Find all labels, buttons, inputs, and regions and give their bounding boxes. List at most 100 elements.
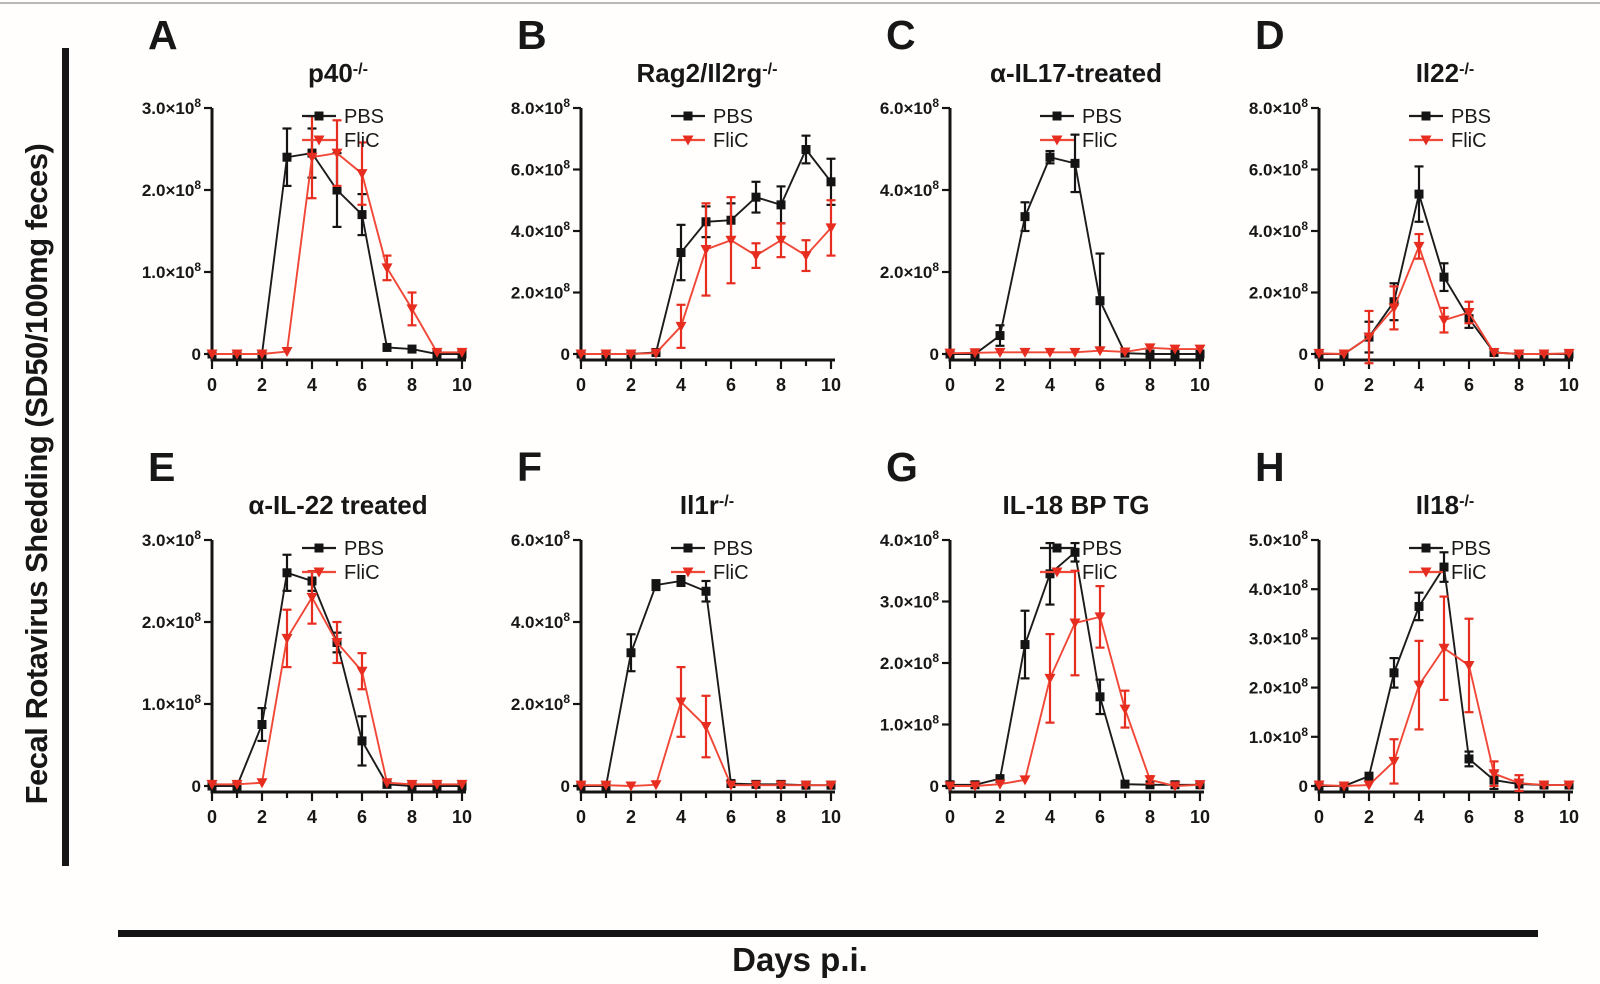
flic-marker	[944, 348, 956, 359]
panel-title-superscript: -/-	[762, 60, 778, 79]
pbs-line	[212, 571, 462, 787]
legend-label: FliC	[713, 130, 749, 152]
pbs-marker	[1145, 349, 1155, 359]
shared-y-axis-bar	[62, 48, 69, 866]
legend-label: PBS	[1082, 106, 1122, 128]
panel-title: Il1r-/-	[577, 490, 837, 522]
flic-marker	[1363, 780, 1375, 791]
x-tick-label: 0	[1314, 375, 1324, 395]
pbs-marker	[407, 344, 417, 354]
axis-spines	[579, 540, 835, 794]
panel-title: α-IL17-treated	[946, 58, 1206, 90]
x-tick-label: 10	[821, 375, 841, 395]
flic-marker	[575, 780, 587, 791]
x-tick-label: 8	[1514, 807, 1524, 827]
panel-H: H Il18-/- 0 1.0×108 2.0×108 3.0×108 4.0×108 5…	[1219, 444, 1588, 848]
flic-marker	[1119, 704, 1131, 715]
x-tick-label: 0	[207, 807, 217, 827]
legend-square-marker-icon	[314, 543, 324, 553]
x-tick-label: 8	[1514, 375, 1524, 395]
pbs-marker	[676, 576, 686, 586]
flic-marker	[1144, 343, 1156, 354]
flic-series	[944, 343, 1206, 359]
flic-marker	[256, 778, 268, 789]
x-tick-label: 2	[257, 807, 267, 827]
y-tick-label: 5.0×108	[1249, 528, 1308, 550]
pbs-marker	[651, 580, 661, 590]
x-tick-label: 0	[1314, 807, 1324, 827]
legend-square-marker-icon	[314, 111, 324, 121]
flic-marker	[431, 347, 443, 358]
flic-marker	[1019, 347, 1031, 358]
x-tick-label: 10	[821, 807, 841, 827]
legend-label: FliC	[344, 130, 380, 152]
legend-label: PBS	[344, 538, 384, 560]
flic-marker	[775, 780, 787, 791]
x-tick-label: 6	[1464, 375, 1474, 395]
panel-title: α-IL-22 treated	[208, 490, 468, 522]
flic-marker	[1438, 315, 1450, 326]
y-tick-label: 0	[192, 777, 201, 796]
flic-marker	[1563, 348, 1575, 359]
flic-marker	[750, 780, 762, 791]
flic-marker	[431, 779, 443, 790]
flic-marker	[1169, 344, 1181, 355]
x-tick-label: 4	[1414, 375, 1424, 395]
flic-marker	[406, 779, 418, 790]
flic-marker	[1538, 349, 1550, 360]
panel-title-superscript: -/-	[1459, 60, 1475, 79]
pbs-marker	[1095, 296, 1105, 306]
pbs-marker	[1414, 601, 1424, 611]
pbs-marker	[1020, 212, 1030, 222]
x-tick-label: 2	[626, 807, 636, 827]
x-tick-label: 10	[1559, 375, 1579, 395]
chart-A: 0 1.0×108 2.0×108 3.0×108 0 2 4 6 8 10 PBS FliC	[112, 90, 481, 416]
flic-marker	[625, 781, 637, 792]
flic-series	[206, 115, 468, 360]
flic-marker	[994, 779, 1006, 790]
y-tick-label: 3.0×108	[1249, 626, 1308, 648]
y-tick-label: 2.0×108	[880, 260, 939, 282]
pbs-marker	[995, 331, 1005, 341]
x-tick-label: 2	[257, 375, 267, 395]
pbs-marker	[995, 774, 1005, 784]
shared-y-axis-label: Fecal Rotavirus Shedding (SD50/100mg fec…	[19, 143, 54, 805]
flic-marker	[1563, 780, 1575, 791]
legend-square-marker-icon	[1421, 543, 1431, 553]
flic-marker	[306, 152, 318, 163]
y-tick-label: 6.0×108	[880, 96, 939, 118]
legend-label: PBS	[344, 106, 384, 128]
pbs-marker	[626, 648, 636, 658]
flic-series	[1313, 232, 1575, 365]
x-tick-label: 8	[1145, 375, 1155, 395]
flic-series	[206, 570, 468, 790]
y-tick-label: 4.0×108	[511, 219, 570, 241]
flic-marker	[231, 779, 243, 790]
x-tick-label: 4	[307, 375, 317, 395]
pbs-marker	[826, 177, 836, 187]
pbs-series	[207, 553, 467, 791]
panel-C: C α-IL17-treated 0 2.0×108 4.0×108 6.0×108 0…	[850, 12, 1219, 416]
y-tick-label: 2.0×108	[142, 610, 201, 632]
legend-triangle-marker-icon	[1051, 567, 1063, 578]
y-tick-label: 2.0×108	[142, 178, 201, 200]
pbs-marker	[776, 200, 786, 210]
flic-marker	[825, 780, 837, 791]
flic-marker	[1413, 680, 1425, 691]
chart-svg: 0 1.0×108 2.0×108 3.0×108 4.0×108 0 2 4 6 8 10 PBSF…	[880, 528, 1210, 827]
panel-title-base: Il1r	[679, 490, 719, 520]
x-tick-label: 4	[1045, 807, 1055, 827]
x-tick-label: 8	[407, 807, 417, 827]
y-tick-label: 0	[561, 777, 570, 796]
pbs-marker	[332, 185, 342, 195]
panel-letter: F	[517, 444, 543, 490]
panel-title: p40-/-	[208, 58, 468, 90]
flic-marker	[650, 780, 662, 791]
legend-label: FliC	[344, 562, 380, 584]
axis-spines	[1317, 108, 1573, 362]
flic-marker	[1044, 673, 1056, 684]
pbs-marker	[1364, 771, 1374, 781]
